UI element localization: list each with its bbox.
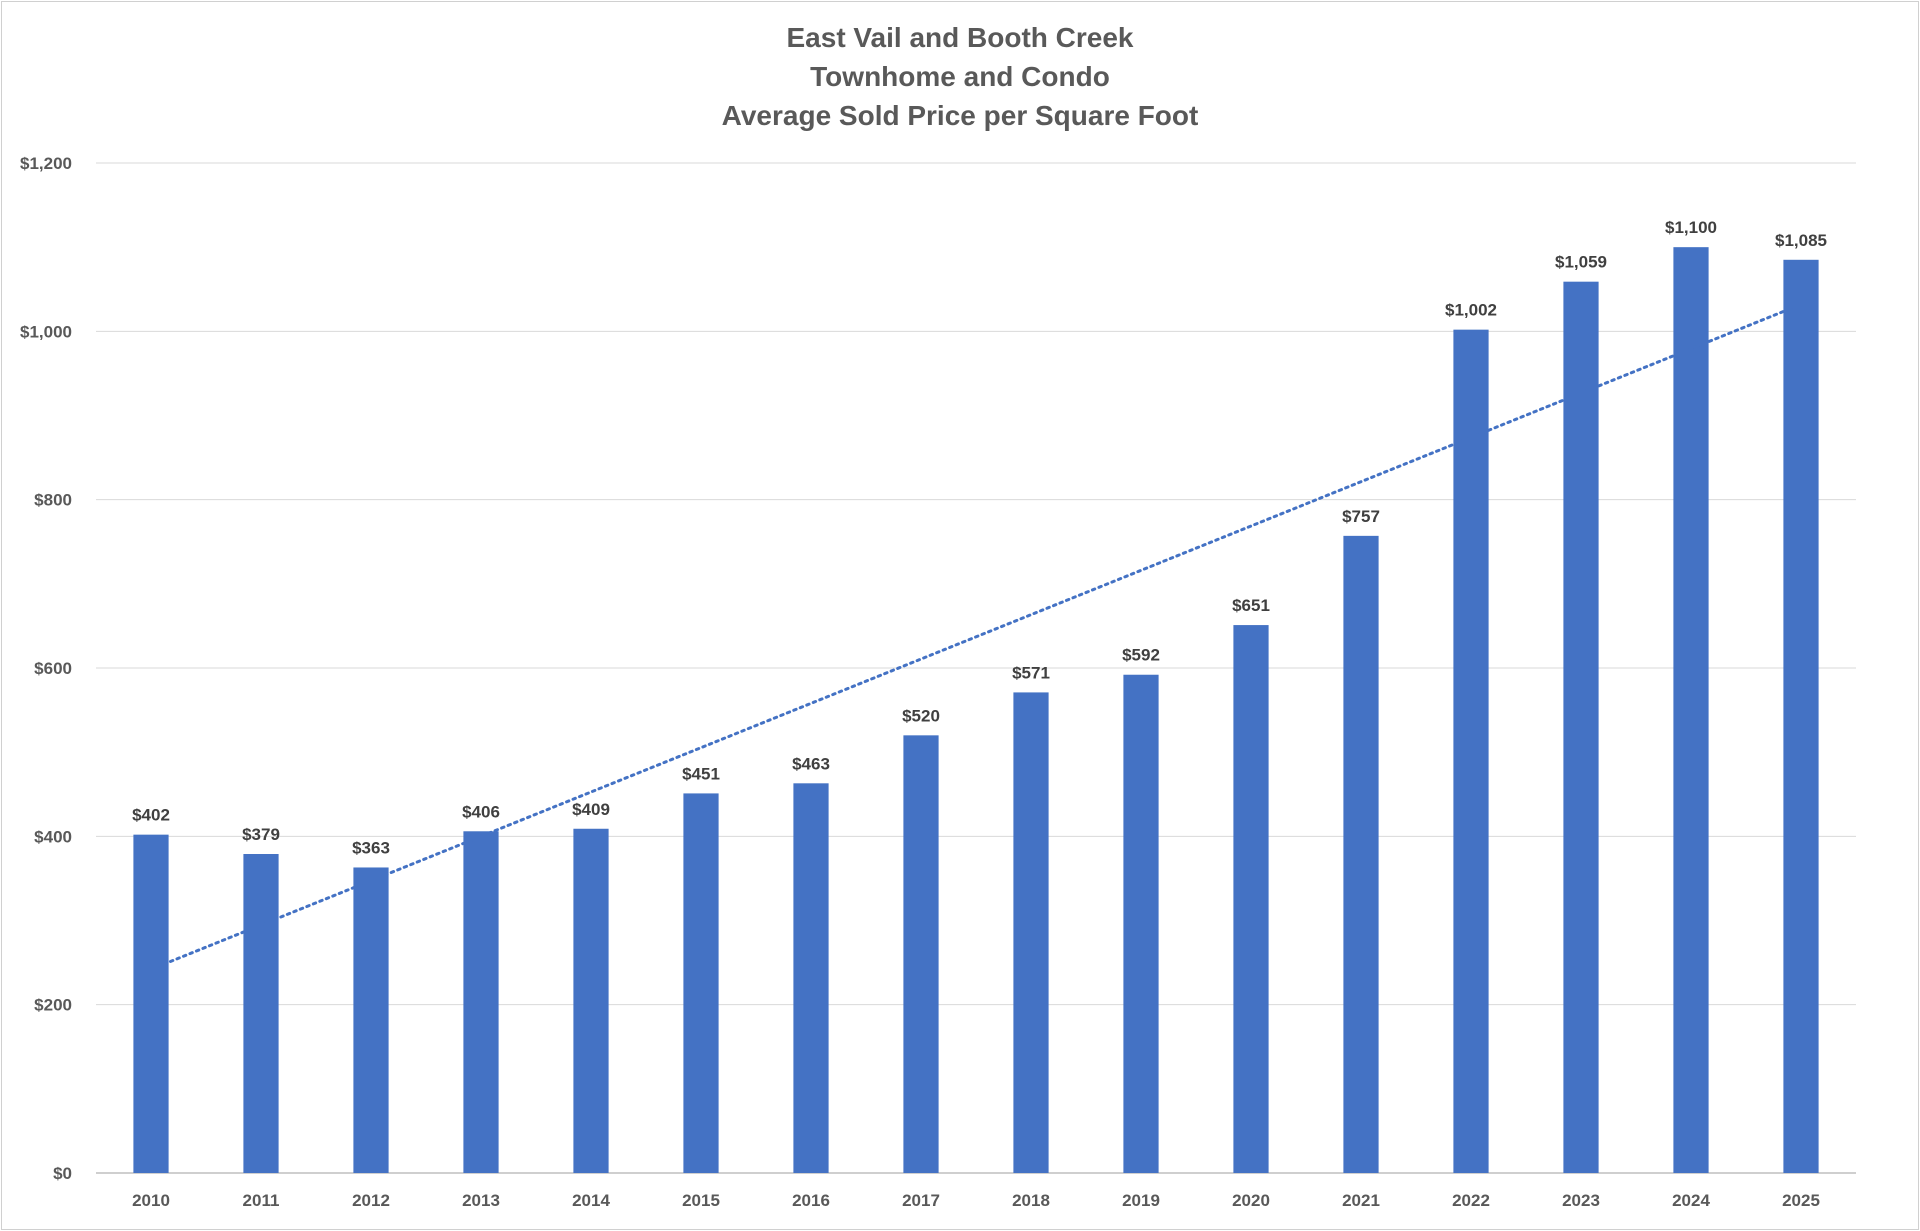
y-tick-label: $400 (34, 827, 72, 846)
bar (1783, 259, 1819, 1174)
x-tick-label: 2013 (462, 1191, 500, 1210)
data-label: $651 (1232, 596, 1270, 615)
bar (1453, 329, 1489, 1173)
data-label: $1,002 (1445, 301, 1497, 320)
x-tick-label: 2024 (1672, 1191, 1710, 1210)
bar (133, 834, 169, 1173)
bar (1563, 281, 1599, 1173)
chart-title-line-2: Townhome and Condo (810, 61, 1110, 92)
data-label: $402 (132, 806, 170, 825)
y-axis: $0 $200 $400 $600 $800 $1,000 $1,200 (20, 154, 72, 1183)
y-tick-label: $1,000 (20, 322, 72, 341)
y-tick-label: $1,200 (20, 154, 72, 173)
data-label: $1,059 (1555, 253, 1607, 272)
gridlines (96, 162, 1856, 1174)
x-axis: 2010 2011 2012 2013 2014 2015 2016 2017 2018 2019… (132, 1191, 1820, 1210)
bar (1013, 692, 1049, 1173)
data-label: $1,100 (1665, 218, 1717, 237)
chart-title-line-1: East Vail and Booth Creek (786, 22, 1134, 53)
x-tick-label: 2025 (1782, 1191, 1820, 1210)
y-tick-label: $800 (34, 491, 72, 510)
y-tick-label: $600 (34, 659, 72, 678)
x-tick-label: 2011 (243, 1191, 280, 1210)
x-tick-label: 2022 (1452, 1191, 1490, 1210)
x-tick-label: 2021 (1342, 1191, 1380, 1210)
x-tick-label: 2017 (902, 1191, 940, 1210)
bar (463, 831, 499, 1173)
data-label: $409 (572, 800, 610, 819)
x-tick-label: 2010 (132, 1191, 170, 1210)
chart-title-line-3: Average Sold Price per Square Foot (721, 100, 1199, 131)
data-label: $757 (1342, 507, 1380, 526)
bar (793, 783, 829, 1173)
data-label: $379 (242, 825, 280, 844)
x-tick-label: 2014 (572, 1191, 610, 1210)
x-tick-label: 2016 (792, 1191, 830, 1210)
data-label: $451 (682, 764, 720, 783)
y-tick-label: $0 (53, 1164, 72, 1183)
bar (353, 867, 389, 1173)
y-tick-label: $200 (34, 996, 72, 1015)
x-tick-label: 2018 (1012, 1191, 1050, 1210)
data-label: $520 (902, 706, 940, 725)
x-tick-label: 2023 (1562, 1191, 1600, 1210)
data-labels: $402 $379 $363 $406 $409 $451 $463 $520 $571 $592… (132, 218, 1827, 857)
x-tick-label: 2012 (352, 1191, 390, 1210)
bar (1123, 674, 1159, 1173)
bar (243, 854, 279, 1173)
x-tick-label: 2015 (682, 1191, 720, 1210)
bar (1673, 247, 1709, 1173)
bar (903, 735, 939, 1173)
data-label: $406 (462, 802, 500, 821)
data-label: $1,085 (1775, 231, 1827, 250)
x-tick-label: 2019 (1122, 1191, 1160, 1210)
bars (133, 247, 1819, 1174)
trendline-group (149, 302, 1803, 971)
bar (683, 793, 719, 1173)
data-label: $363 (352, 838, 390, 857)
bar (573, 828, 609, 1173)
bar (1233, 625, 1269, 1173)
trendline (149, 302, 1803, 971)
data-label: $463 (792, 754, 830, 773)
chart-title: East Vail and Booth Creek Townhome and C… (0, 18, 1920, 135)
bar (1343, 535, 1379, 1173)
data-label: $592 (1122, 646, 1160, 665)
x-tick-label: 2020 (1232, 1191, 1270, 1210)
data-label: $571 (1012, 663, 1050, 682)
